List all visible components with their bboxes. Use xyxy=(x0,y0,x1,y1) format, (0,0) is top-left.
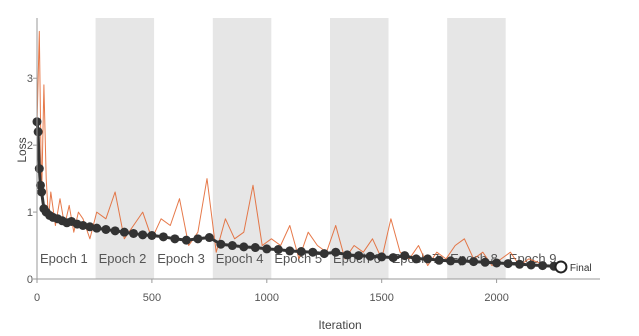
x-tick-label: 2000 xyxy=(484,292,508,304)
y-tick-label: 2 xyxy=(27,140,33,152)
smoothed-loss-point xyxy=(434,255,444,265)
smoothed-loss-point xyxy=(285,246,295,256)
smoothed-loss-point xyxy=(365,251,375,261)
smoothed-loss-point xyxy=(400,251,410,261)
smoothed-loss-point xyxy=(515,259,525,269)
smoothed-loss-point xyxy=(526,260,536,270)
smoothed-loss-point xyxy=(110,226,120,236)
epoch-band xyxy=(212,18,272,279)
final-label: Final xyxy=(570,263,592,274)
epoch-bands xyxy=(37,18,565,279)
smoothed-loss-point xyxy=(101,224,111,234)
smoothed-loss-point xyxy=(296,247,306,257)
smoothed-loss-point xyxy=(319,249,329,259)
smoothed-loss-point xyxy=(480,257,490,267)
y-tick-label: 3 xyxy=(27,73,33,85)
epoch-band xyxy=(505,18,565,279)
smoothed-loss-point xyxy=(457,256,467,266)
raw-loss-layer xyxy=(36,30,557,270)
smoothed-loss-point xyxy=(216,239,226,249)
smoothed-loss-point xyxy=(411,254,421,264)
epoch-label: Epoch 1 xyxy=(40,251,88,266)
y-tick-label: 0 xyxy=(27,274,33,286)
smoothed-loss-point xyxy=(227,241,237,251)
epoch-band xyxy=(271,18,330,279)
smoothed-loss-point xyxy=(119,227,129,237)
smoothed-loss-point xyxy=(85,222,95,232)
smoothed-loss-point xyxy=(250,243,260,253)
smoothed-loss-point xyxy=(331,247,341,257)
smoothed-loss-point xyxy=(158,232,168,242)
epoch-band xyxy=(95,18,155,279)
epoch-band xyxy=(388,18,448,279)
smoothed-loss-point xyxy=(34,164,44,174)
smoothed-loss-point xyxy=(170,234,180,244)
smoothed-loss-point xyxy=(138,230,148,240)
raw-loss-line xyxy=(36,30,557,270)
smoothed-loss-point xyxy=(308,247,318,257)
axes xyxy=(33,18,600,283)
smoothed-loss-point xyxy=(92,223,102,233)
epoch-band xyxy=(37,18,96,279)
smoothed-loss-point xyxy=(388,253,398,263)
y-tick-label: 1 xyxy=(27,207,33,219)
smoothed-loss-point xyxy=(503,259,513,269)
smoothed-loss-point xyxy=(78,220,88,230)
smoothed-loss-point xyxy=(129,228,139,238)
smoothed-loss-point xyxy=(37,187,47,197)
x-tick-label: 0 xyxy=(34,292,40,304)
smoothed-loss-point xyxy=(204,233,214,243)
smoothed-loss-point xyxy=(273,245,283,255)
x-tick-label: 1500 xyxy=(369,292,393,304)
smoothed-loss-point xyxy=(354,251,364,261)
smoothed-loss-point xyxy=(193,234,203,244)
epoch-band xyxy=(447,18,506,279)
smoothed-loss-point xyxy=(147,231,157,240)
y-axis-title: Loss xyxy=(15,137,29,162)
smoothed-loss-point xyxy=(181,235,191,245)
x-axis-title: Iteration xyxy=(318,318,361,331)
smoothed-loss-point xyxy=(262,244,272,254)
final-marker xyxy=(554,260,568,274)
smoothed-loss-point xyxy=(492,258,502,268)
epoch-label: Epoch 3 xyxy=(157,251,205,266)
x-tick-label: 1000 xyxy=(255,292,279,304)
tick-labels: 0 500 1000 1500 2000 0 1 2 3 xyxy=(27,73,509,304)
x-tick-label: 500 xyxy=(143,292,161,304)
smoothed-loss-point xyxy=(35,180,45,190)
smoothed-loss-point xyxy=(446,256,456,266)
smoothed-loss-layer xyxy=(32,117,566,272)
smoothed-loss-point xyxy=(33,127,43,137)
smoothed-loss-point xyxy=(377,252,387,262)
smoothed-loss-point xyxy=(239,242,249,252)
epoch-label: Epoch 2 xyxy=(99,251,147,266)
smoothed-loss-point xyxy=(469,257,479,267)
smoothed-loss-point xyxy=(342,250,352,260)
smoothed-loss-point xyxy=(423,254,433,264)
epoch-band xyxy=(329,18,389,279)
epoch-label: Epoch 4 xyxy=(216,251,264,266)
final-marker-group: Final xyxy=(554,260,592,274)
smoothed-loss-point xyxy=(538,261,548,271)
